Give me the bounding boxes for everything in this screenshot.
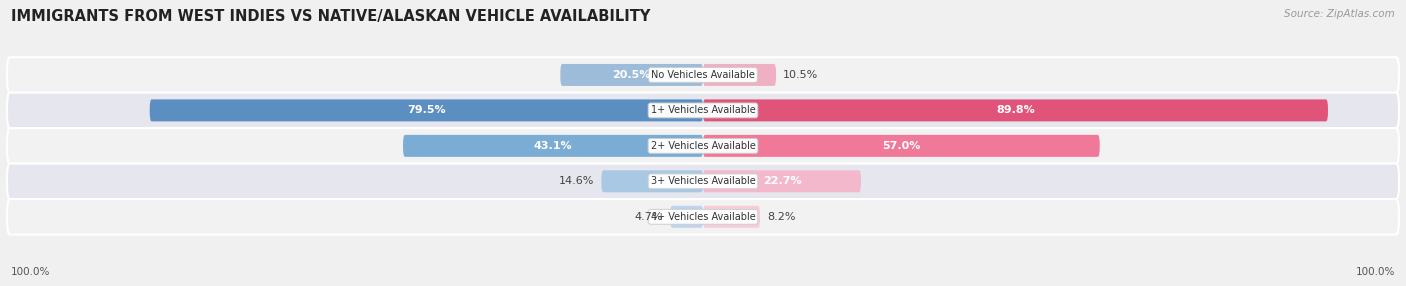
- FancyBboxPatch shape: [703, 64, 776, 86]
- FancyBboxPatch shape: [7, 128, 1399, 164]
- FancyBboxPatch shape: [703, 170, 860, 192]
- Text: No Vehicles Available: No Vehicles Available: [651, 70, 755, 80]
- Text: 100.0%: 100.0%: [11, 267, 51, 277]
- FancyBboxPatch shape: [7, 199, 1399, 235]
- Text: 10.5%: 10.5%: [783, 70, 818, 80]
- FancyBboxPatch shape: [703, 135, 1099, 157]
- Text: 2+ Vehicles Available: 2+ Vehicles Available: [651, 141, 755, 151]
- Text: 4.7%: 4.7%: [636, 212, 664, 222]
- Text: IMMIGRANTS FROM WEST INDIES VS NATIVE/ALASKAN VEHICLE AVAILABILITY: IMMIGRANTS FROM WEST INDIES VS NATIVE/AL…: [11, 9, 651, 23]
- FancyBboxPatch shape: [671, 206, 703, 228]
- Text: 20.5%: 20.5%: [613, 70, 651, 80]
- FancyBboxPatch shape: [7, 93, 1399, 128]
- FancyBboxPatch shape: [703, 100, 1329, 121]
- FancyBboxPatch shape: [404, 135, 703, 157]
- FancyBboxPatch shape: [149, 100, 703, 121]
- Text: 4+ Vehicles Available: 4+ Vehicles Available: [651, 212, 755, 222]
- Text: 22.7%: 22.7%: [762, 176, 801, 186]
- Text: 79.5%: 79.5%: [408, 106, 446, 115]
- FancyBboxPatch shape: [703, 206, 761, 228]
- Text: 8.2%: 8.2%: [768, 212, 796, 222]
- Text: 3+ Vehicles Available: 3+ Vehicles Available: [651, 176, 755, 186]
- Text: Source: ZipAtlas.com: Source: ZipAtlas.com: [1284, 9, 1395, 19]
- FancyBboxPatch shape: [561, 64, 703, 86]
- FancyBboxPatch shape: [602, 170, 703, 192]
- Text: 100.0%: 100.0%: [1355, 267, 1395, 277]
- Text: 89.8%: 89.8%: [995, 106, 1035, 115]
- FancyBboxPatch shape: [7, 164, 1399, 199]
- FancyBboxPatch shape: [7, 57, 1399, 93]
- Text: 43.1%: 43.1%: [534, 141, 572, 151]
- Text: 1+ Vehicles Available: 1+ Vehicles Available: [651, 106, 755, 115]
- Text: 57.0%: 57.0%: [882, 141, 921, 151]
- Text: 14.6%: 14.6%: [560, 176, 595, 186]
